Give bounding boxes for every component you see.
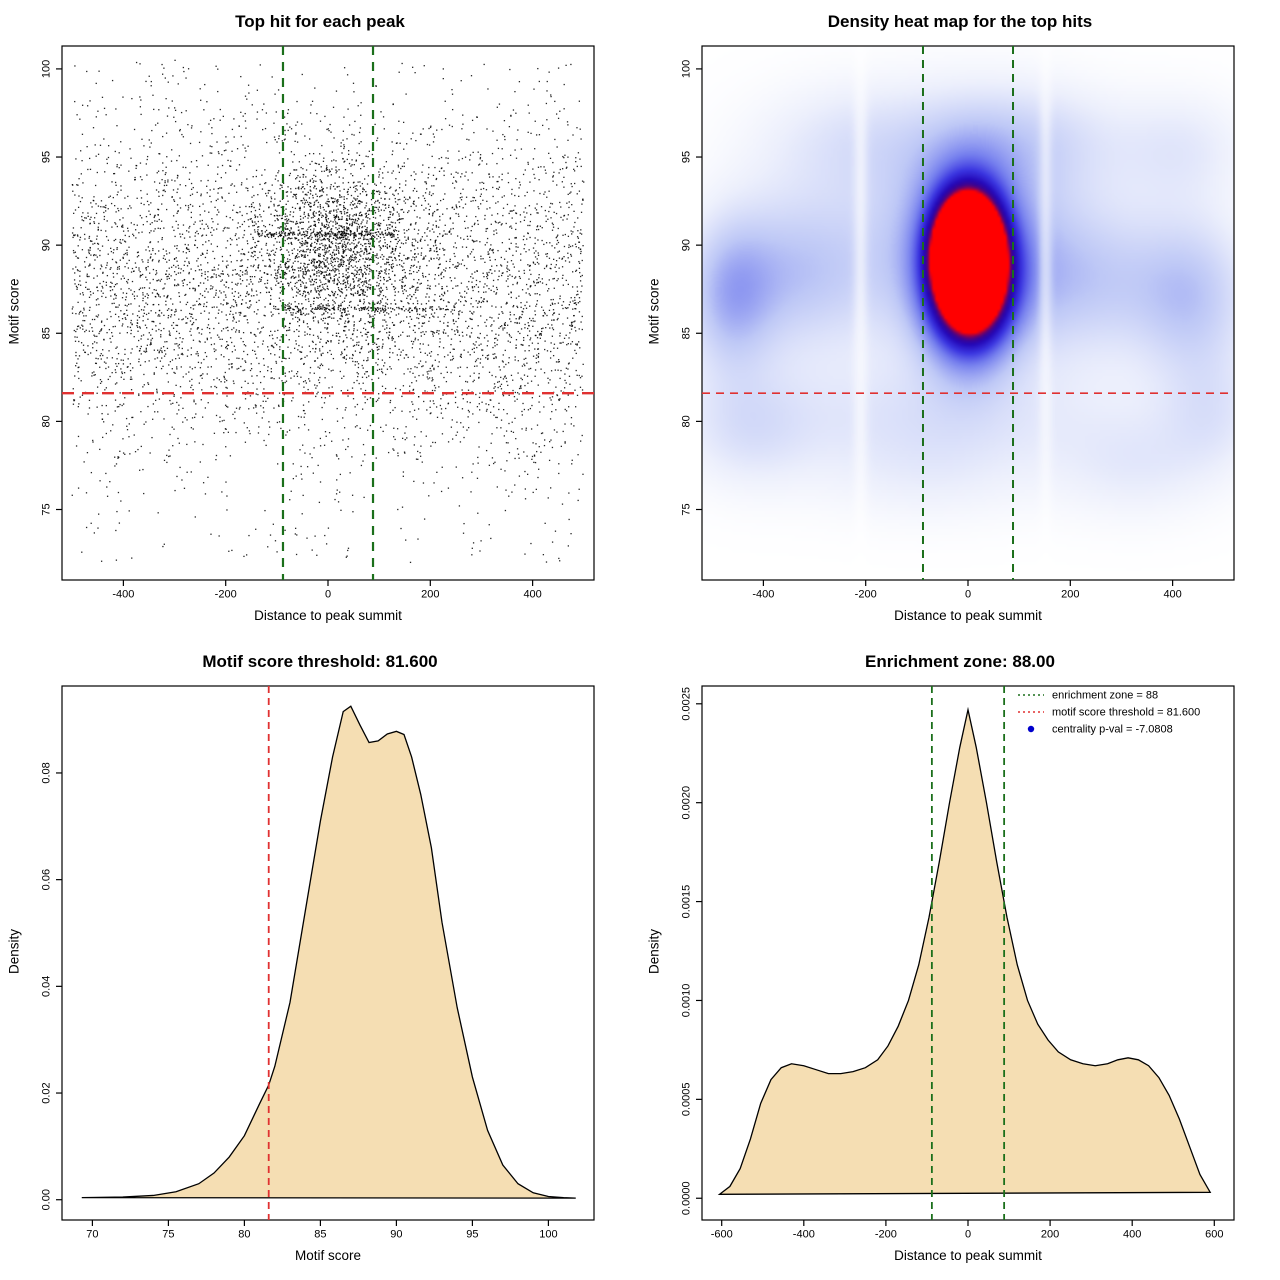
x-axis-label-heatmap: Distance to peak summit <box>894 608 1042 623</box>
x-axis-label-enrichment: Distance to peak summit <box>894 1248 1042 1263</box>
panel-motif-score-density: Motif score threshold: 81.600 Motif scor… <box>0 640 640 1280</box>
scatter-plot-canvas <box>0 0 640 640</box>
chart-title-heatmap: Density heat map for the top hits <box>827 12 1093 31</box>
distance-density-canvas <box>640 640 1280 1280</box>
y-axis-label-score-density: Density <box>6 929 22 975</box>
panel-top-hits-scatter: Top hit for each peak Distance to peak s… <box>0 0 640 640</box>
heatmap-canvas <box>640 0 1280 640</box>
chart-title-score-density: Motif score threshold: 81.600 <box>202 652 438 671</box>
panel-enrichment-zone-density: Enrichment zone: 88.00 Distance to peak … <box>640 640 1280 1280</box>
chart-title-enrichment: Enrichment zone: 88.00 <box>865 652 1055 671</box>
chart-title-scatter: Top hit for each peak <box>235 12 405 31</box>
panel-density-heatmap: Density heat map for the top hits Distan… <box>640 0 1280 640</box>
y-axis-label-scatter: Motif score <box>6 278 22 345</box>
y-axis-label-heatmap: Motif score <box>646 278 662 345</box>
x-axis-label-score-density: Motif score <box>294 1248 362 1263</box>
score-density-canvas <box>0 640 640 1280</box>
x-axis-label-scatter: Distance to peak summit <box>254 608 402 623</box>
y-axis-label-enrichment: Density <box>646 929 662 975</box>
